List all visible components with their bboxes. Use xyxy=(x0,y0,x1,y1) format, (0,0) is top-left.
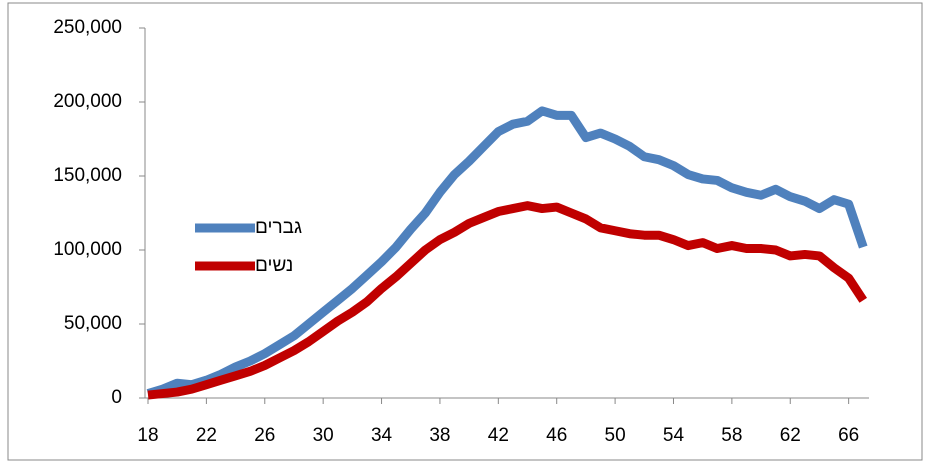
x-tick-label: 62 xyxy=(780,425,801,446)
x-tick-label: 66 xyxy=(838,425,859,446)
x-tick-label: 54 xyxy=(663,425,685,446)
x-tick-label: 34 xyxy=(371,425,393,446)
x-tick-label: 42 xyxy=(488,425,509,446)
x-tick-label: 50 xyxy=(605,425,626,446)
y-tick-label: 50,000 xyxy=(64,313,122,334)
x-tick-label: 18 xyxy=(137,425,158,446)
x-tick-label: 22 xyxy=(196,425,217,446)
y-tick-label: 150,000 xyxy=(53,165,122,186)
y-tick-label: 100,000 xyxy=(53,239,122,260)
y-tick-label: 250,000 xyxy=(53,17,122,38)
legend-label: גברים xyxy=(255,217,302,238)
y-tick-label: 200,000 xyxy=(53,91,122,112)
series-line xyxy=(147,201,868,400)
x-tick-label: 26 xyxy=(254,425,275,446)
series-line xyxy=(146,106,868,398)
x-tick-label: 46 xyxy=(546,425,567,446)
x-tick-label: 30 xyxy=(313,425,334,446)
x-tick-label: 58 xyxy=(721,425,742,446)
x-tick-label: 38 xyxy=(429,425,450,446)
chart-border xyxy=(7,2,923,461)
y-tick-label: 0 xyxy=(111,387,122,408)
legend-label: נשים xyxy=(255,255,293,276)
